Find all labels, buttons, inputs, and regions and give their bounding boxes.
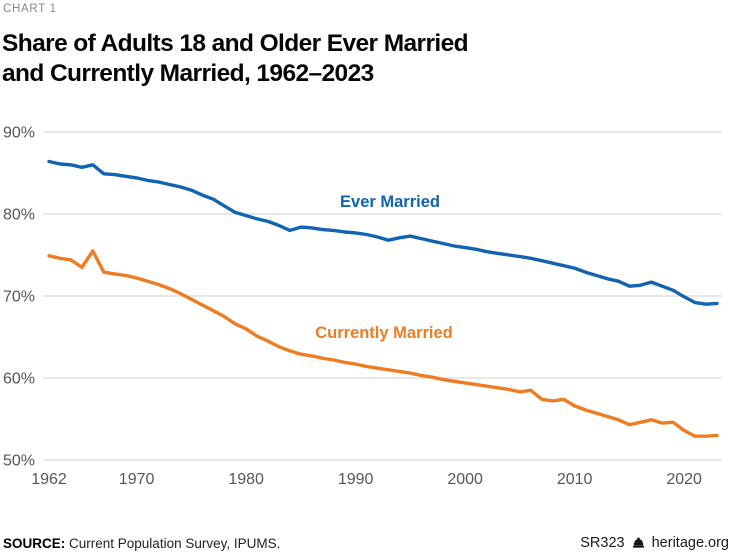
- currently-married-line: [47, 249, 719, 438]
- heritage-bell-icon: [632, 537, 644, 548]
- x-tick-label: 2000: [447, 471, 483, 488]
- source-note: SOURCE: Current Population Survey, IPUMS…: [3, 536, 280, 551]
- y-tick-label: 80%: [3, 207, 35, 224]
- ever-married-line: [47, 159, 719, 306]
- chart-title: Share of Adults 18 and Older Ever Marrie…: [2, 29, 469, 88]
- report-id: SR323: [580, 535, 625, 551]
- y-tick-label: 70%: [3, 289, 35, 306]
- ever-married-label: Ever Married: [340, 193, 440, 211]
- footer-brand: SR323 heritage.org: [580, 535, 729, 551]
- source-text: Current Population Survey, IPUMS.: [65, 535, 281, 551]
- x-tick-label: 1990: [338, 471, 374, 488]
- source-label: SOURCE:: [3, 535, 66, 551]
- footer: SOURCE: Current Population Survey, IPUMS…: [3, 535, 729, 551]
- chart-title-line1: Share of Adults 18 and Older Ever Marrie…: [2, 30, 469, 57]
- y-tick-label: 90%: [3, 125, 35, 142]
- x-tick-label: 1970: [119, 471, 155, 488]
- chart-title-line2: and Currently Married, 1962–2023: [2, 59, 374, 87]
- y-tick-label: 60%: [3, 371, 35, 388]
- x-tick-label: 1962: [31, 471, 67, 488]
- x-tick-label: 2020: [666, 471, 702, 488]
- heritage-url[interactable]: heritage.org: [651, 535, 729, 551]
- x-tick-label: 1980: [228, 471, 264, 488]
- currently-married-label: Currently Married: [315, 324, 453, 342]
- x-tick-label: 2010: [557, 471, 593, 488]
- y-tick-label: 50%: [3, 453, 35, 470]
- chart-kicker: CHART 1: [3, 3, 57, 15]
